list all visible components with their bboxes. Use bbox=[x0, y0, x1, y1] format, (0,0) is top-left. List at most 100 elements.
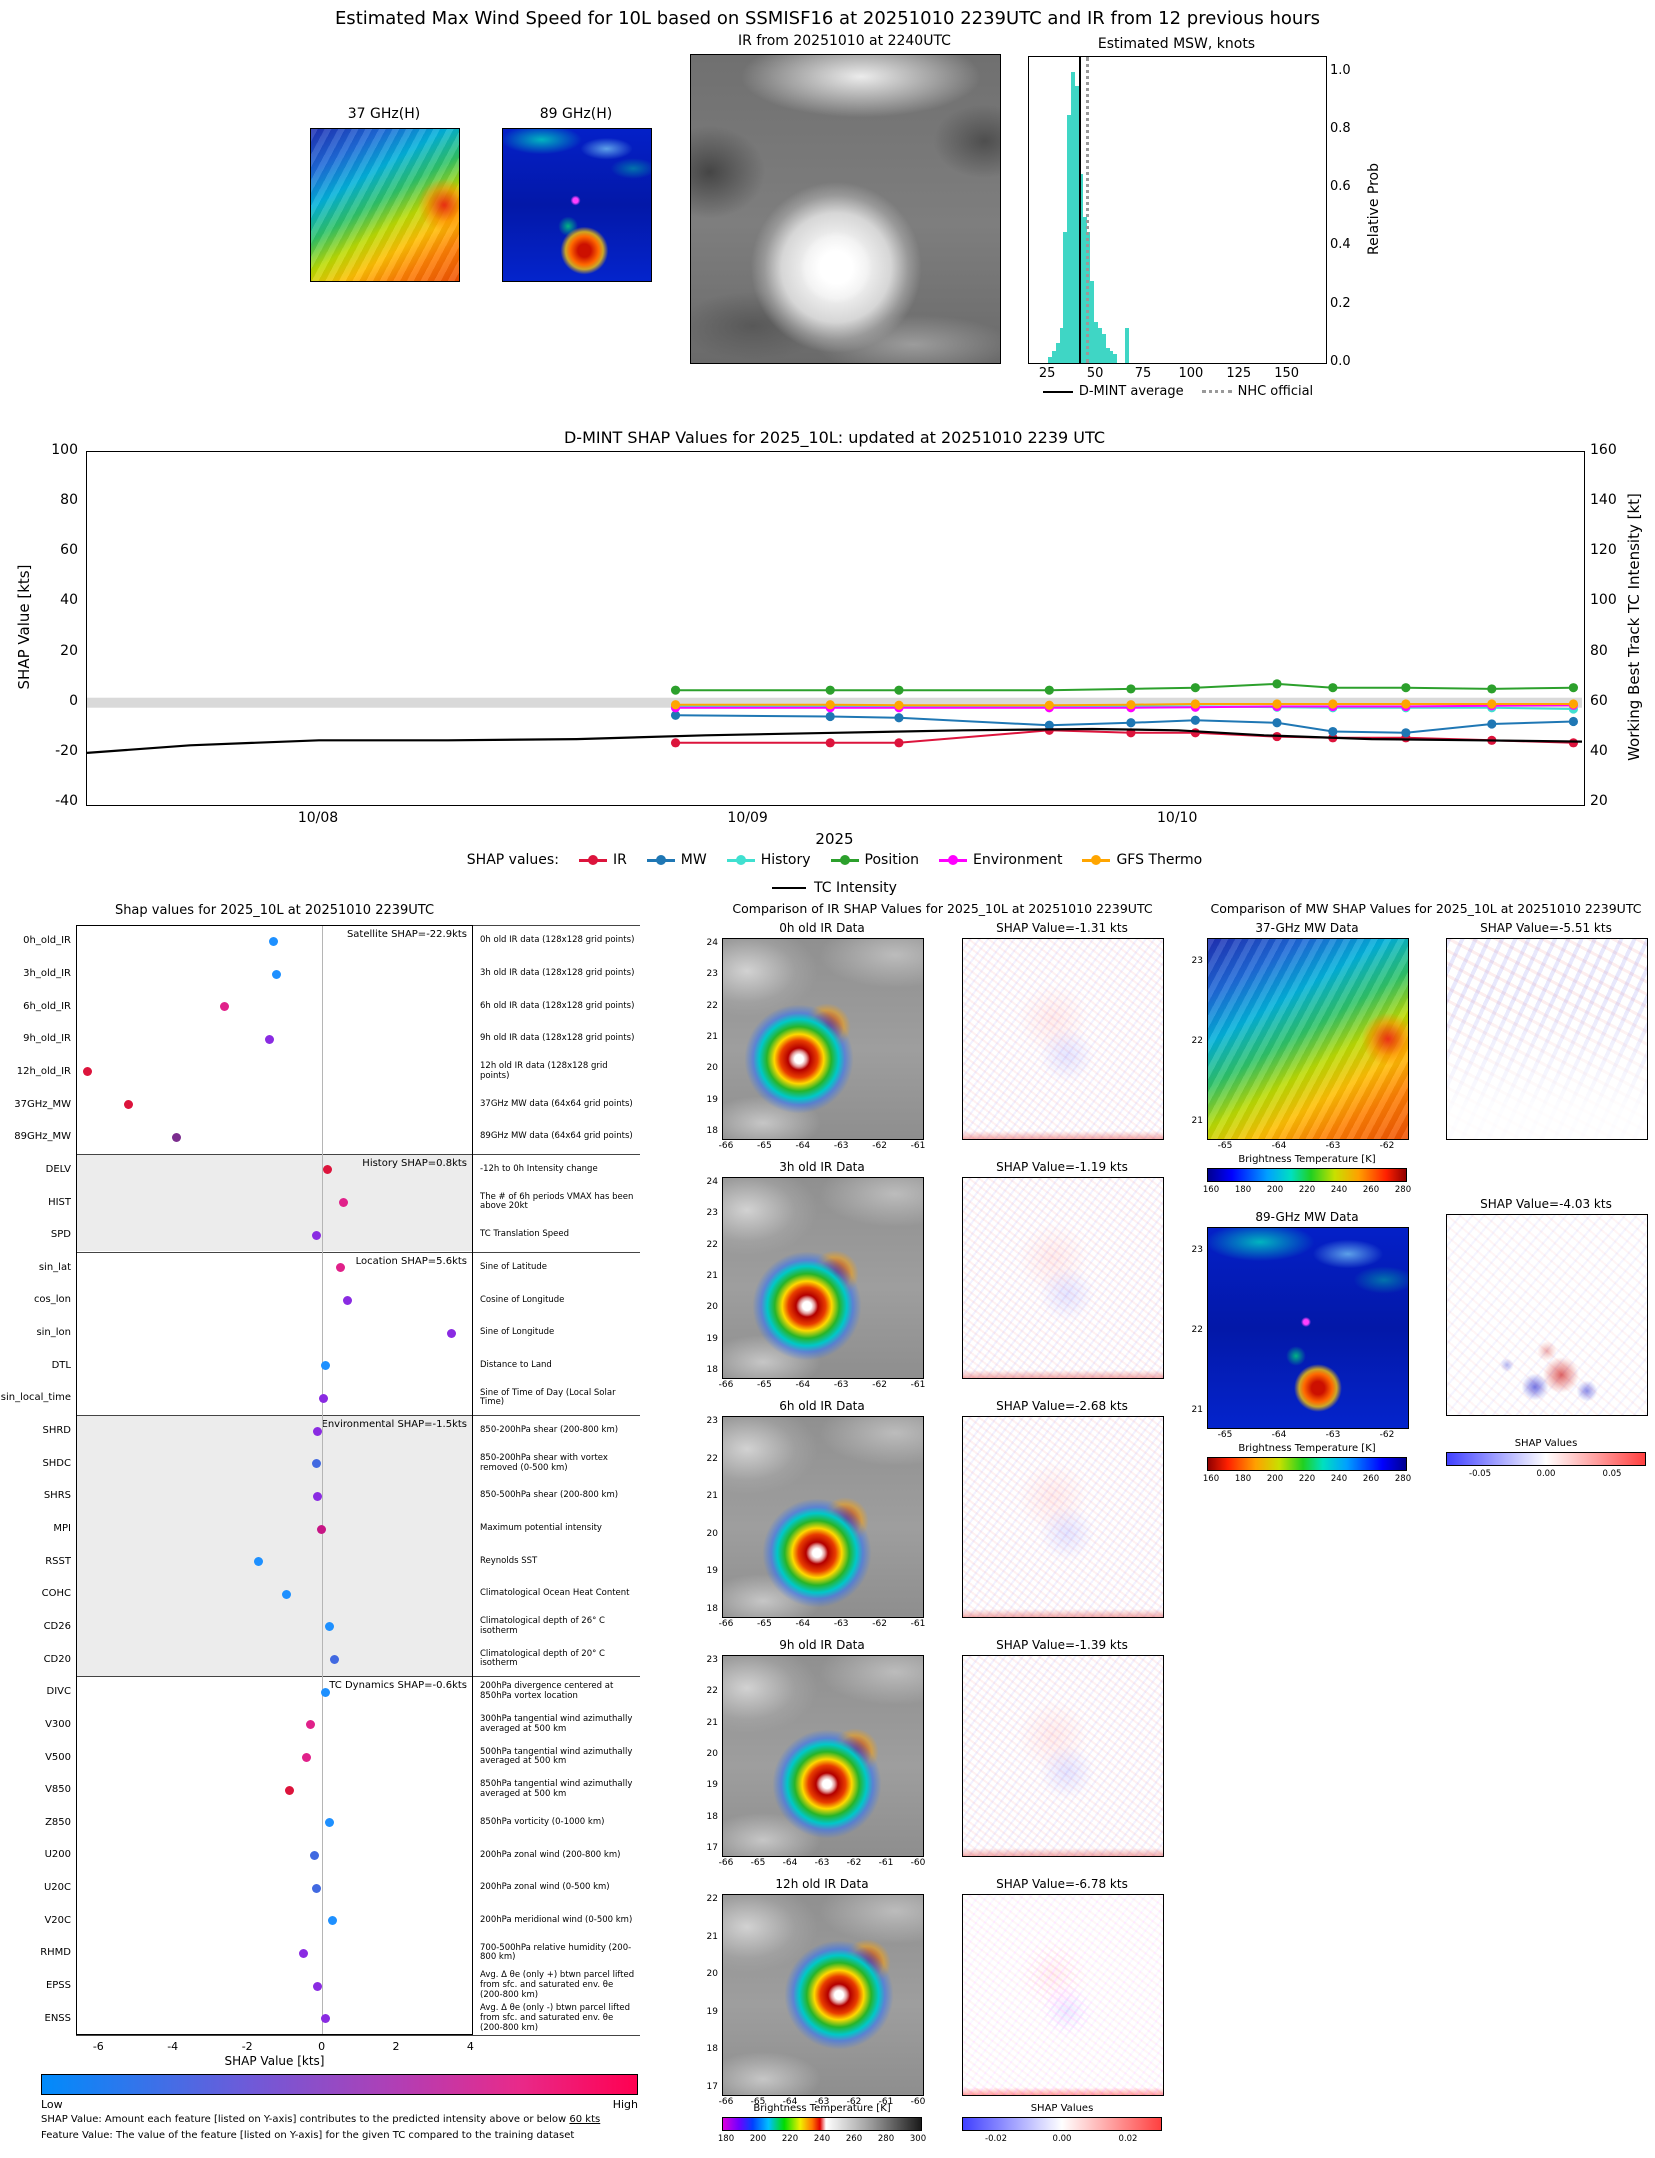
timeseries-legend-label: SHAP values: bbox=[466, 852, 559, 868]
legend-marker-dot bbox=[839, 855, 850, 865]
mw-ytick: 22 bbox=[1191, 1036, 1203, 1046]
shap-feature-xlabel: SHAP Value [kts] bbox=[224, 2054, 325, 2068]
ir-data-image bbox=[722, 1177, 924, 1379]
ir-xtick: -63 bbox=[814, 2097, 830, 2107]
mw-xtick: -65 bbox=[1217, 1430, 1233, 1440]
series-point-MW bbox=[1487, 719, 1497, 729]
feature-label-V300: V300 bbox=[45, 1718, 71, 1730]
histogram-legend-nhc-item: NHC official bbox=[1201, 384, 1313, 399]
histogram-xtick: 75 bbox=[1134, 366, 1152, 381]
mw-shap-image bbox=[1446, 938, 1648, 1140]
timeseries-title: D-MINT SHAP Values for 2025_10L: updated… bbox=[563, 428, 1106, 447]
ir-shap-title: SHAP Value=-6.78 kts bbox=[996, 1877, 1128, 1891]
shap-xtick: -4 bbox=[167, 2040, 179, 2053]
footnote-shap-value-text: SHAP Value: Amount each feature [listed … bbox=[41, 2114, 570, 2125]
series-point-MW bbox=[670, 710, 681, 720]
ir-shap-image bbox=[962, 1416, 1164, 1618]
legend-item-Environment: Environment bbox=[939, 852, 1062, 868]
histogram-bar bbox=[1071, 71, 1076, 363]
feature-dot-9h_old_IR bbox=[265, 1034, 274, 1044]
feature-label-SHRS: SHRS bbox=[43, 1490, 71, 1502]
feature-dot-CD20 bbox=[330, 1655, 340, 1665]
tc-intensity-line-swatch bbox=[772, 887, 807, 889]
ts-ytick-left: -20 bbox=[55, 742, 78, 759]
feature-desc-V850: 850hPa tangential wind azimuthally avera… bbox=[480, 1779, 633, 1800]
feature-dot-U20C bbox=[311, 1883, 321, 1893]
feature-desc-RHMD: 700-500hPa relative humidity (200-800 km… bbox=[480, 1942, 632, 1963]
mw-shap-colorbar-label: SHAP Values bbox=[1514, 1438, 1578, 1449]
histogram-bar bbox=[1094, 322, 1099, 363]
feature-dot-DIVC bbox=[320, 1687, 330, 1697]
ir-xtick: -65 bbox=[750, 1858, 766, 1868]
footnote-shap-value-underlined: 60 kts bbox=[569, 2114, 601, 2125]
legend-item-label: GFS Thermo bbox=[1116, 852, 1203, 868]
ir-ytick: 24 bbox=[706, 1177, 718, 1187]
ir-ytick: 20 bbox=[706, 1749, 718, 1759]
ir-shap-title: SHAP Value=-1.19 kts bbox=[996, 1160, 1128, 1174]
series-point-GFS Thermo bbox=[1126, 700, 1136, 710]
mw-data-image bbox=[1207, 1227, 1409, 1429]
feature-desc-cos_lon: Cosine of Longitude bbox=[480, 1294, 565, 1305]
feature-label-HIST: HIST bbox=[48, 1196, 71, 1208]
ts-ytick-right: 140 bbox=[1590, 492, 1617, 509]
ts-xtick: 10/10 bbox=[1157, 810, 1198, 826]
mw-ytick: 23 bbox=[1191, 956, 1203, 966]
mw-comparison-title: Comparison of MW SHAP Values for 2025_10… bbox=[1210, 901, 1642, 916]
feature-label-0h_old_IR: 0h_old_IR bbox=[23, 935, 71, 947]
feature-label-3h_old_IR: 3h_old_IR bbox=[23, 968, 71, 979]
ir-data-image bbox=[722, 1416, 924, 1618]
series-point-Position bbox=[1568, 683, 1579, 693]
legend-item-MW: MW bbox=[646, 852, 707, 868]
series-point-Position bbox=[894, 685, 904, 695]
feature-dot-DELV bbox=[322, 1165, 332, 1175]
histogram-ytick: 0.4 bbox=[1330, 237, 1351, 253]
histogram-xtick: 125 bbox=[1226, 366, 1252, 381]
main-title: Estimated Max Wind Speed for 10L based o… bbox=[334, 8, 1321, 29]
ir-ytick: 23 bbox=[706, 1416, 718, 1426]
mw-bt-tick: 280 bbox=[1394, 1185, 1412, 1195]
ir-data-title: 12h old IR Data bbox=[775, 1877, 869, 1891]
series-point-GFS Thermo bbox=[894, 700, 904, 710]
ts-ytick-left: 0 bbox=[69, 692, 78, 709]
ir-xtick: -66 bbox=[718, 1619, 734, 1629]
timeseries-xlabel: 2025 bbox=[815, 830, 854, 848]
ir-ytick: 22 bbox=[706, 1000, 718, 1011]
mw-shap-image bbox=[1446, 1214, 1648, 1416]
ts-ytick-left: 60 bbox=[60, 542, 78, 559]
mw-bt-tick: 180 bbox=[1234, 1185, 1252, 1195]
ir-ytick: 18 bbox=[706, 1365, 718, 1375]
feature-desc-COHC: Climatological Ocean Heat Content bbox=[480, 1588, 630, 1599]
ir-xtick: -61 bbox=[878, 1858, 894, 1868]
series-point-Position bbox=[1401, 683, 1411, 693]
shap-xtick: -6 bbox=[92, 2040, 104, 2053]
ir-xtick: -62 bbox=[846, 2097, 862, 2107]
ts-ytick-right: 100 bbox=[1590, 592, 1617, 609]
ir-ytick: 18 bbox=[706, 1604, 718, 1614]
mw-bt-tick: 280 bbox=[1394, 1474, 1412, 1484]
ts-xtick: 10/09 bbox=[727, 810, 768, 826]
legend-item-History: History bbox=[726, 852, 811, 868]
series-point-MW bbox=[1190, 715, 1200, 725]
ir-xtick: -62 bbox=[872, 1141, 887, 1151]
shap-xtick: 4 bbox=[466, 2040, 474, 2053]
feature-label-CD20: CD20 bbox=[43, 1653, 71, 1665]
ir-ytick: 17 bbox=[706, 1843, 718, 1853]
series-point-IR bbox=[894, 738, 904, 748]
ir-data-image bbox=[722, 1894, 924, 2096]
legend-marker-dot bbox=[735, 855, 746, 865]
histogram-ytick: 0.2 bbox=[1330, 295, 1351, 311]
feature-label-DELV: DELV bbox=[45, 1163, 71, 1175]
section-divider bbox=[76, 1675, 640, 1677]
nhc-official-line-swatch bbox=[1201, 390, 1232, 393]
histogram-bar bbox=[1090, 281, 1095, 363]
mw-shap-cbar-tick: -0.05 bbox=[1469, 1469, 1491, 1479]
ir-xtick: -63 bbox=[833, 1141, 849, 1151]
ir-ytick: 21 bbox=[706, 1717, 718, 1728]
mw-shap-cbar-tick: 0.05 bbox=[1602, 1469, 1622, 1479]
feature-dot-RHMD bbox=[298, 1948, 308, 1958]
timeseries-svg bbox=[87, 679, 1582, 754]
feature-desc-6h_old_IR: 6h old IR data (128x128 grid points) bbox=[480, 1000, 635, 1011]
feature-desc-37GHz_MW: 37GHz MW data (64x64 grid points) bbox=[480, 1098, 633, 1109]
feature-label-sin_local_time: sin_local_time bbox=[0, 1392, 71, 1404]
ts-ytick-right: 120 bbox=[1590, 542, 1617, 559]
